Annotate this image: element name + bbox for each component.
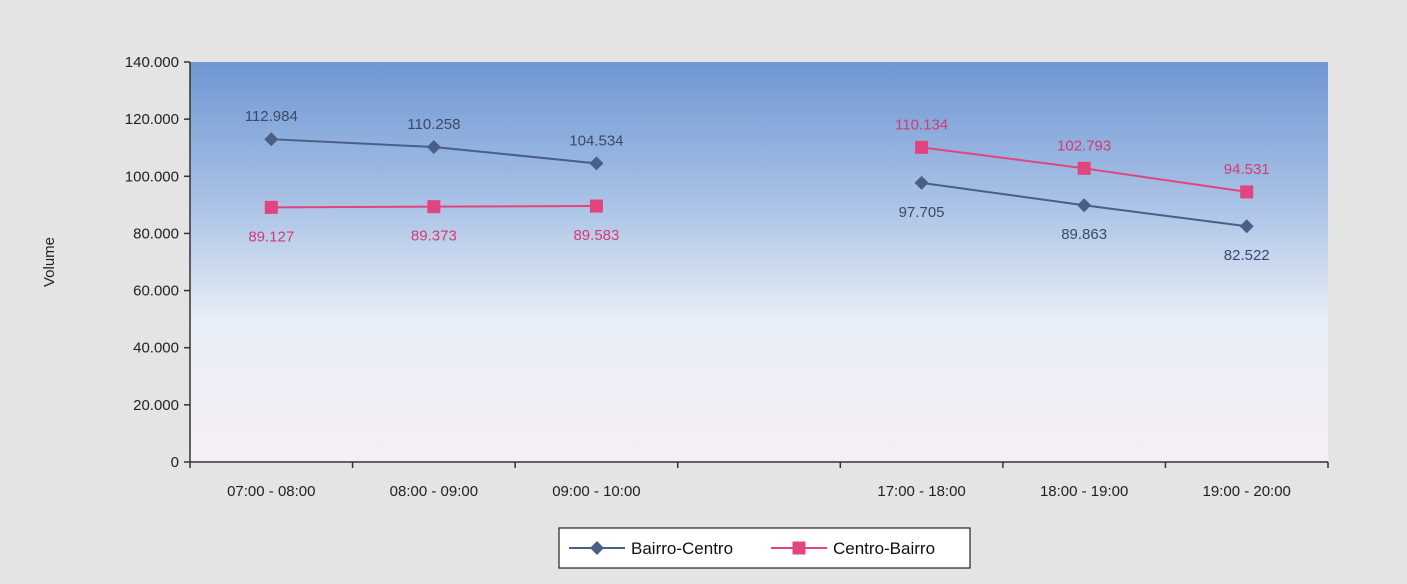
data-label: 97.705 (899, 204, 945, 221)
x-tick-label: 07:00 - 08:00 (227, 483, 315, 500)
legend-marker (792, 541, 806, 555)
data-label: 94.531 (1224, 161, 1270, 178)
data-label: 102.793 (1057, 137, 1111, 154)
data-point (914, 175, 929, 190)
data-labels: 112.984 110.258 104.534 97.705 89.863 82.522 8… (245, 108, 1270, 264)
legend-box (558, 527, 971, 569)
data-label: 89.373 (411, 228, 457, 245)
data-point (264, 132, 279, 147)
y-tick-label: 120.000 (125, 111, 179, 128)
data-point (426, 139, 441, 154)
data-label: 112.984 (245, 108, 298, 125)
y-tick-label: 100.000 (125, 168, 179, 185)
legend-label: Centro-Bairro (833, 539, 935, 558)
legend-label: Bairro-Centro (631, 539, 733, 558)
x-tick-label: 17:00 - 18:00 (877, 483, 965, 500)
y-tick-label: 80.000 (133, 225, 179, 242)
data-point (589, 156, 604, 171)
data-point (1077, 198, 1092, 213)
x-tick-label: 09:00 - 10:00 (552, 483, 640, 500)
axes: 0 20.000 40.000 60.000 80.000 100.000 120.000 1… (125, 54, 1329, 500)
data-point (1240, 185, 1254, 199)
y-tick-label: 140.000 (125, 54, 179, 71)
x-tick-label: 08:00 - 09:00 (390, 483, 478, 500)
x-tick-label: 19:00 - 20:00 (1203, 483, 1291, 500)
data-label: 110.258 (407, 116, 460, 133)
y-tick-label: 40.000 (133, 340, 179, 357)
plot-area (190, 62, 1328, 462)
x-tick-label: 18:00 - 19:00 (1040, 483, 1128, 500)
y-tick-label: 20.000 (133, 397, 179, 414)
data-point (1239, 219, 1254, 234)
series-layer (264, 132, 1254, 234)
data-point (1077, 161, 1091, 175)
y-axis-label: Volume (41, 237, 58, 287)
data-label: 89.863 (1061, 226, 1107, 243)
data-label: 82.522 (1224, 247, 1270, 264)
data-point (427, 200, 441, 214)
data-point (915, 140, 929, 154)
legend: Bairro-Centro Centro-Bairro (558, 527, 971, 569)
y-tick-label: 60.000 (133, 283, 179, 300)
data-label: 89.583 (573, 227, 619, 244)
data-label: 110.134 (895, 116, 948, 133)
data-point (589, 199, 603, 213)
data-point (264, 200, 278, 214)
data-label: 89.127 (248, 228, 294, 245)
y-tick-label: 0 (171, 454, 179, 471)
legend-marker (590, 541, 604, 555)
data-label: 104.534 (569, 132, 623, 149)
